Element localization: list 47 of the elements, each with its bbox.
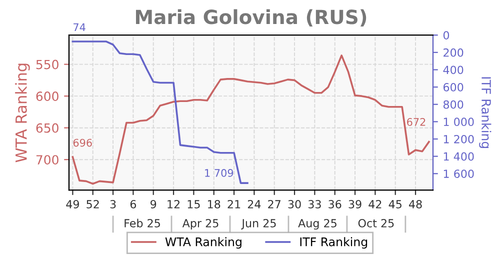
x-tick-label: 15 — [188, 200, 200, 208]
x-tick-label: 21 — [228, 200, 240, 208]
x-tick-label: 48 — [408, 200, 422, 208]
legend-label: WTA Ranking — [165, 237, 242, 249]
x-tick-label: 3 — [110, 200, 116, 208]
text: Feb 25 — [124, 218, 160, 228]
text: Oct 25 — [358, 218, 394, 228]
data-label: 74 — [74, 23, 86, 32]
y2-tick-label: 1 200 — [444, 134, 474, 144]
x-tick-label: 39 — [348, 200, 362, 208]
text: Aug 25 — [298, 218, 336, 230]
line-series — [72, 40, 248, 184]
y2-tick-label: 1 400 — [444, 152, 474, 161]
y-tick-label: 650 — [36, 123, 58, 133]
data-label: 1 709 — [205, 169, 234, 177]
x-tick-label: 42 — [368, 200, 382, 208]
y2-tick-label: 0 — [443, 31, 450, 40]
x-tick-label: 18 — [208, 200, 220, 208]
y2-axis-title: ITF Ranking — [479, 77, 492, 148]
y-tick-label: 700 — [36, 155, 58, 165]
data-label: 672 — [407, 118, 426, 126]
y2-tick-label: 400 — [443, 66, 464, 74]
y-tick-label: 600 — [36, 92, 58, 101]
legend-label: ITF Ranking — [300, 237, 368, 249]
text: Apr 25 — [182, 218, 218, 230]
x-tick-label: 27 — [268, 200, 280, 208]
x-tick-label: 52 — [86, 200, 99, 208]
x-tick-label: 24 — [248, 200, 261, 208]
data-label: 696 — [73, 138, 92, 147]
y2-tick-label: 200 — [444, 48, 464, 57]
x-tick-label: 36 — [328, 200, 342, 208]
x-tick-label: 49 — [66, 200, 79, 208]
x-tick-label: 9 — [150, 200, 156, 208]
y2-tick-label: 600 — [444, 83, 464, 92]
x-tick-label: 12 — [168, 200, 180, 208]
x-tick-label: 30 — [288, 200, 301, 208]
text: Jun 25 — [241, 218, 276, 230]
x-tick-label: 6 — [130, 200, 136, 208]
x-tick-label: 33 — [308, 200, 321, 208]
y-axis-title: WTA Ranking — [15, 64, 30, 162]
y2-tick-label: 1 600 — [444, 170, 474, 178]
y-tick-label: 550 — [36, 60, 58, 70]
line-series — [72, 54, 430, 185]
x-tick-label: 45 — [388, 200, 402, 208]
chart-title: Maria Golovina (RUS) — [136, 9, 366, 27]
y2-tick-label: 800 — [443, 100, 464, 109]
y2-tick-label: 1 000 — [444, 118, 474, 126]
